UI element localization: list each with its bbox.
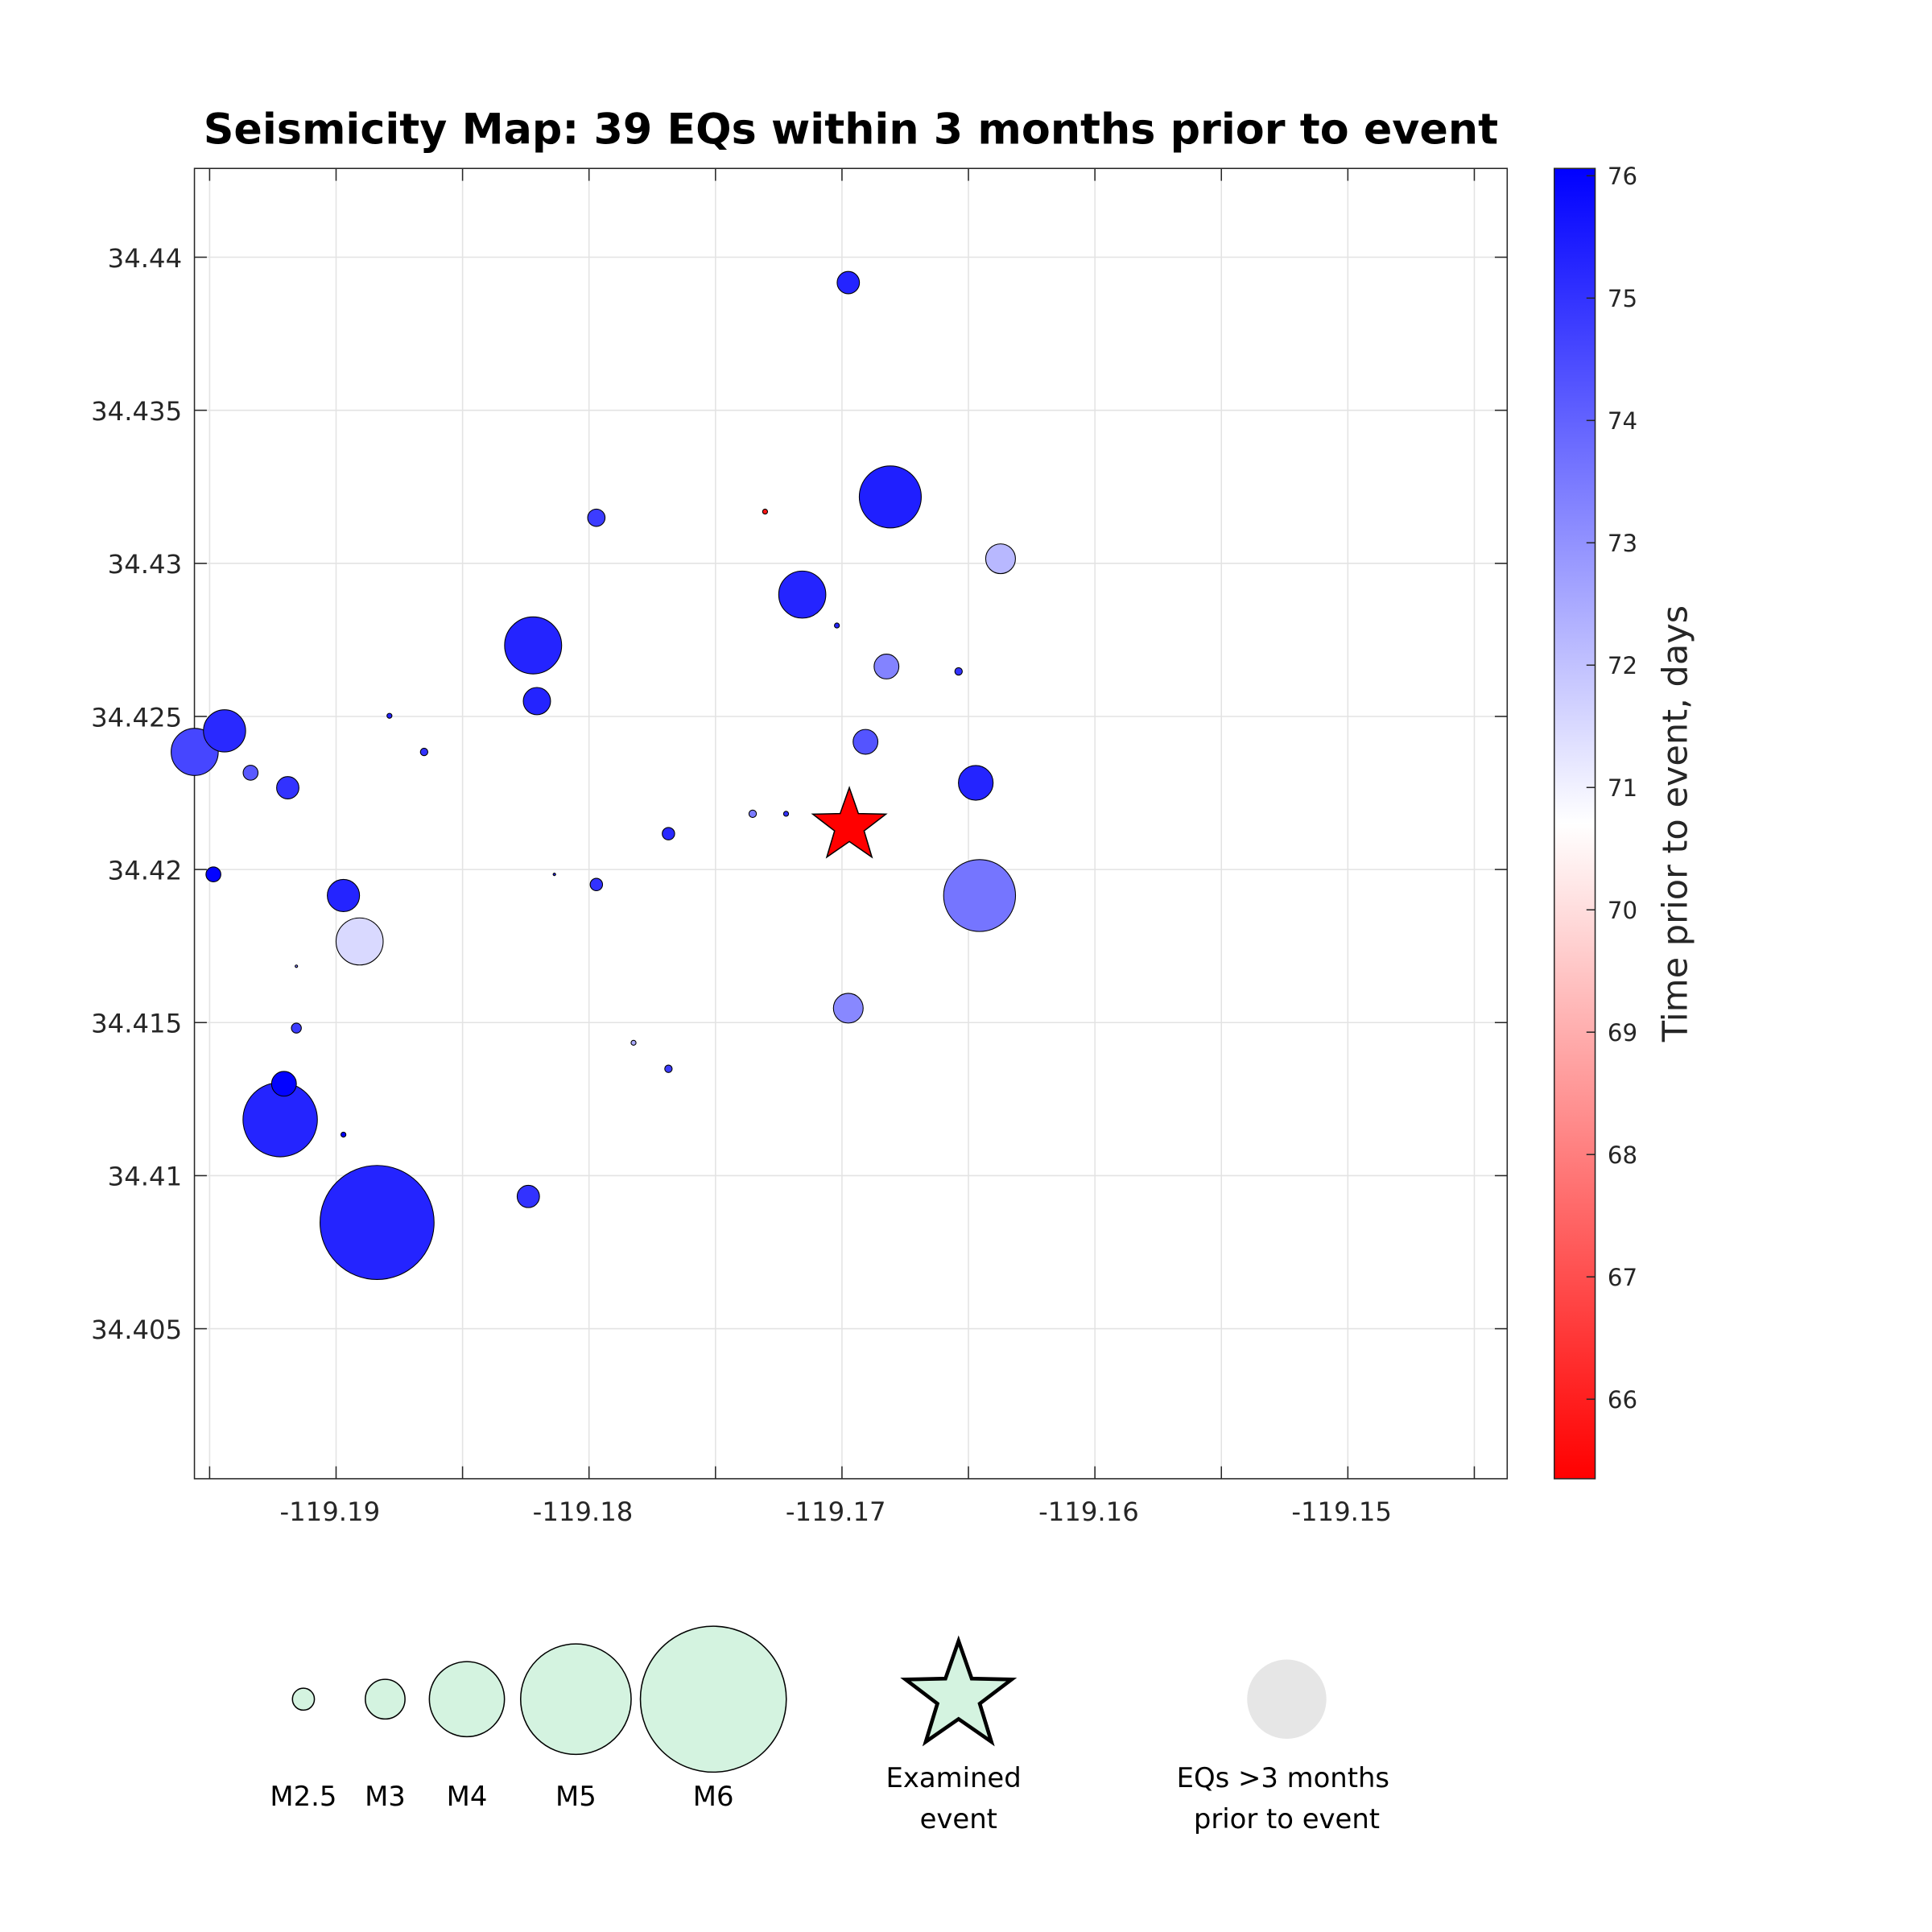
event-marker [985, 543, 1016, 575]
colorbar-tick-label: 73 [1608, 530, 1637, 557]
event-marker [516, 1184, 540, 1208]
legend-magnitude-circle [365, 1678, 406, 1720]
event-marker [291, 1022, 302, 1034]
event-marker [664, 1064, 673, 1073]
legend-magnitude-label: M4 [447, 1781, 488, 1812]
colorbar-tick-label: 72 [1608, 652, 1637, 679]
legend-magnitude-circle [639, 1625, 787, 1773]
y-tick-label: 34.42 [108, 855, 182, 886]
colorbar-label: Time prior to event, days [1655, 605, 1695, 1042]
colorbar-tick-label: 76 [1608, 163, 1637, 190]
event-marker [662, 827, 675, 840]
legend: M2.5 M3 M4 M5 M6 Examined event EQs >3 months pr… [270, 1625, 1389, 1835]
legend-older-label: prior to event [1194, 1803, 1380, 1835]
event-marker [943, 859, 1017, 932]
colorbar-ticks: 66 67 68 69 70 71 72 73 74 75 76 [1586, 163, 1637, 1414]
x-tick-label: -119.19 [279, 1496, 380, 1527]
legend-star-icon [900, 1635, 1018, 1747]
event-marker [589, 877, 604, 891]
event-marker [419, 747, 429, 757]
legend-magnitude-circle [291, 1687, 316, 1711]
legend-magnitude-label: M6 [693, 1781, 734, 1812]
colorbar-tick-label: 68 [1608, 1141, 1637, 1169]
event-marker [873, 654, 900, 679]
y-tick-label: 34.415 [91, 1009, 182, 1039]
legend-magnitude-label: M5 [555, 1781, 597, 1812]
colorbar [1554, 167, 1596, 1480]
event-marker [242, 765, 259, 781]
event-marker [205, 866, 221, 882]
colorbar-tick-label: 66 [1608, 1386, 1637, 1414]
chart-title: Seismicity Map: 39 EQs within 3 months p… [204, 105, 1498, 154]
event-marker [340, 1131, 347, 1138]
axis-ticks: 34.405 34.41 34.415 34.42 34.425 34.43 34.435 3… [91, 168, 1508, 1527]
legend-examined-label: Examined [886, 1762, 1022, 1794]
legend-older-label: EQs >3 months [1177, 1762, 1389, 1794]
event-marker [778, 570, 827, 619]
event-marker [522, 687, 551, 716]
plot-area-frame [193, 167, 1509, 1480]
event-marker [858, 465, 922, 529]
x-tick-label: -119.18 [533, 1496, 634, 1527]
event-marker [504, 616, 563, 675]
event-marker [630, 1039, 637, 1046]
events-layer [171, 270, 1017, 1280]
legend-examined-label: event [920, 1803, 997, 1835]
y-tick-label: 34.44 [108, 243, 182, 274]
event-marker [276, 776, 299, 799]
colorbar-tick-label: 71 [1608, 774, 1637, 802]
colorbar-tick-label: 74 [1608, 407, 1637, 435]
legend-older-eq-circle [1247, 1659, 1327, 1739]
event-marker [295, 964, 299, 968]
event-marker [836, 270, 861, 295]
event-marker [832, 993, 864, 1024]
event-marker [270, 1071, 297, 1097]
colorbar-tick-label: 69 [1608, 1019, 1637, 1046]
event-marker [327, 878, 361, 913]
colorbar-tick-label: 70 [1608, 897, 1637, 924]
examined-event-star [811, 786, 888, 859]
x-tick-label: -119.17 [786, 1496, 886, 1527]
y-tick-label: 34.43 [108, 549, 182, 580]
event-marker [782, 811, 790, 817]
y-tick-label: 34.425 [91, 702, 182, 733]
x-tick-label: -119.16 [1038, 1496, 1139, 1527]
y-tick-label: 34.435 [91, 396, 182, 427]
legend-magnitude-label: M2.5 [270, 1781, 336, 1812]
event-marker [552, 873, 556, 877]
event-marker [762, 508, 769, 515]
legend-magnitude-circle [519, 1643, 632, 1756]
legend-magnitude-circle [428, 1661, 506, 1738]
event-marker [954, 667, 963, 676]
event-marker [335, 917, 384, 966]
event-marker [958, 765, 994, 801]
y-tick-label: 34.405 [91, 1315, 182, 1345]
legend-magnitude-label: M3 [365, 1781, 406, 1812]
x-tick-label: -119.15 [1291, 1496, 1392, 1527]
event-marker [320, 1165, 435, 1280]
colorbar-tick-label: 67 [1608, 1264, 1637, 1291]
event-marker [852, 729, 879, 755]
y-tick-label: 34.41 [108, 1162, 182, 1192]
event-marker [386, 712, 393, 719]
event-marker [748, 809, 758, 819]
event-marker [834, 622, 840, 629]
colorbar-tick-label: 75 [1608, 285, 1637, 312]
event-marker [203, 709, 246, 753]
event-marker [587, 508, 606, 527]
